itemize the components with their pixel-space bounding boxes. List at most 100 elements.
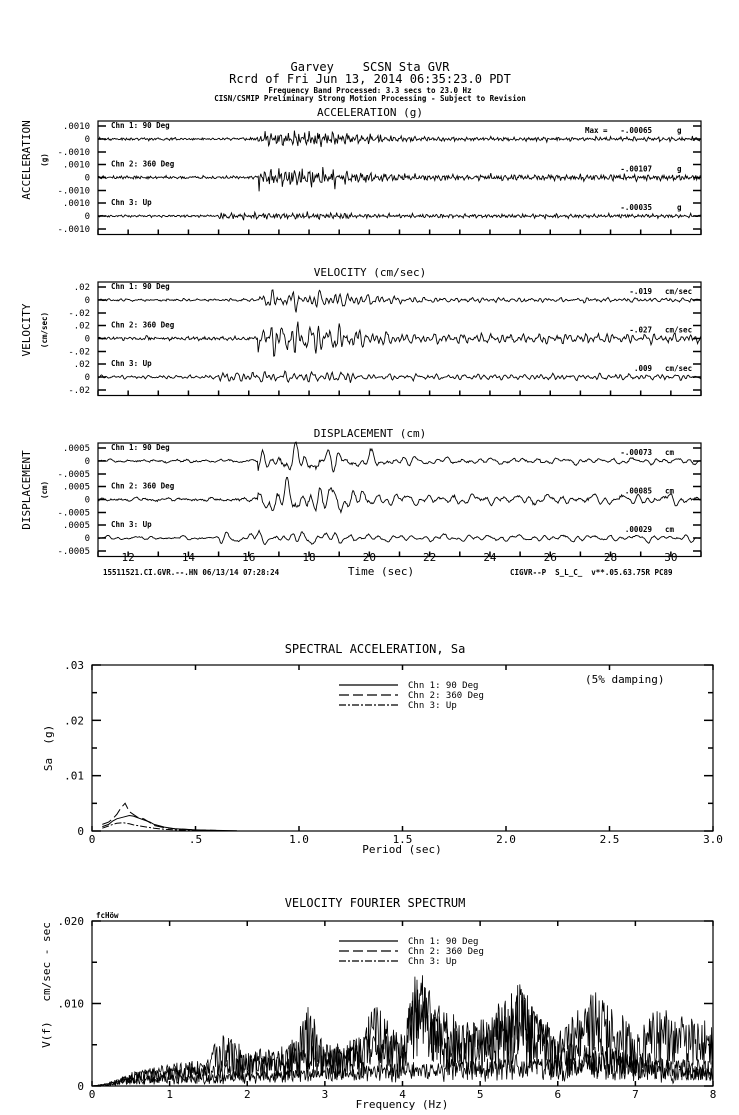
station-line: Garvey SCSN Sta GVR — [291, 60, 451, 74]
peak-value-label: -.00107 — [620, 165, 652, 174]
time-tick-label: 28 — [604, 551, 617, 564]
vfs-y-label: V(f) cm/sec - sec — [40, 922, 53, 1048]
x-tick-label: 3.0 — [703, 833, 723, 846]
y-tick-label: .02 — [74, 360, 90, 370]
y-tick-label: 0 — [85, 457, 90, 467]
channel-label: Chn 3: Up — [111, 198, 152, 207]
spectrum-curve-chn2 — [102, 802, 217, 831]
y-tick-label: .020 — [58, 915, 85, 928]
time-tick-label: 20 — [363, 551, 376, 564]
x-tick-label: 0 — [89, 833, 96, 846]
y-tick-label: 0 — [85, 212, 90, 222]
x-tick-label: 1 — [166, 1088, 173, 1101]
y-tick-label: -.0005 — [57, 470, 90, 480]
peak-value-label: -.00035 — [620, 203, 652, 212]
displacement-panel-title: DISPLACEMENT (cm) — [314, 427, 427, 440]
disclaimer-line: CISN/CSMIP Preliminary Strong Motion Pro… — [214, 94, 526, 103]
sa-damping-note: (5% damping) — [585, 673, 664, 686]
channel-label: Chn 1: 90 Deg — [111, 121, 170, 130]
legend-label: Chn 1: 90 Deg — [408, 681, 478, 691]
time-axis-label: Time (sec) — [348, 565, 414, 578]
y-tick-label: -.0010 — [57, 187, 90, 197]
sa-title: SPECTRAL ACCELERATION, Sa — [285, 642, 466, 656]
displacement-trace-chn1 — [97, 441, 702, 473]
x-tick-label: 6 — [554, 1088, 561, 1101]
acceleration-panel-title: ACCELERATION (g) — [317, 106, 423, 119]
vfs-corner-label: fcHöw — [96, 911, 119, 920]
y-axis-label: DISPLACEMENT — [20, 450, 33, 530]
legend-label: Chn 3: Up — [408, 701, 457, 711]
legend-label: Chn 1: 90 Deg — [408, 937, 478, 947]
y-tick-label: .02 — [74, 283, 90, 293]
y-tick-label: .0005 — [63, 483, 90, 493]
displacement-trace-chn3 — [97, 529, 701, 546]
spectrum-curve-chn3 — [102, 822, 196, 831]
peak-unit-label: cm/sec — [665, 287, 692, 296]
x-tick-label: 8 — [710, 1088, 717, 1101]
y-tick-label: -.0010 — [57, 225, 90, 235]
peak-unit-label: cm/sec — [665, 364, 692, 373]
y-tick-label: .03 — [64, 659, 84, 672]
channel-label: Chn 2: 360 Deg — [111, 482, 175, 491]
velocity-trace-chn3 — [97, 370, 702, 384]
peak-unit-label: cm — [665, 448, 675, 457]
channel-label: Chn 3: Up — [111, 359, 152, 368]
time-tick-label: 22 — [423, 551, 436, 564]
max-prefix: Max = — [585, 126, 608, 135]
peak-value-label: .009 — [634, 364, 653, 373]
y-tick-label: -.02 — [68, 348, 90, 358]
y-tick-label: .0010 — [63, 161, 90, 171]
velocity-trace-chn2 — [97, 321, 702, 357]
x-tick-label: 2 — [244, 1088, 251, 1101]
time-tick-label: 26 — [544, 551, 557, 564]
channel-label: Chn 1: 90 Deg — [111, 282, 170, 291]
channel-label: Chn 2: 360 Deg — [111, 321, 175, 330]
footer-right: CIGVR--P S_L_C_ v**.05.63.75R PC89 — [510, 568, 673, 577]
y-tick-label: 0 — [85, 296, 90, 306]
x-tick-label: 5 — [477, 1088, 484, 1101]
y-tick-label: .0005 — [63, 444, 90, 454]
peak-value-label: -.027 — [629, 326, 652, 335]
band-line: Frequency Band Processed: 3.3 secs to 23… — [268, 86, 471, 95]
x-tick-label: 7 — [632, 1088, 639, 1101]
legend-label: Chn 2: 360 Deg — [408, 947, 484, 957]
x-tick-label: 4 — [399, 1088, 406, 1101]
vfs-title: VELOCITY FOURIER SPECTRUM — [285, 896, 466, 910]
peak-value-label: .00029 — [625, 525, 653, 534]
peak-unit-label: g — [677, 126, 682, 135]
peak-value-label: .00085 — [625, 487, 652, 496]
plot-frame — [91, 664, 714, 832]
y-tick-label: -.02 — [68, 386, 90, 396]
y-axis-label: ACCELERATION — [20, 120, 33, 199]
vfs-x-label: Frequency (Hz) — [356, 1098, 449, 1111]
y-tick-label: 0 — [85, 135, 90, 145]
y-tick-label: .02 — [74, 322, 90, 332]
time-tick-label: 14 — [182, 551, 196, 564]
y-tick-label: 0 — [85, 174, 90, 184]
y-tick-label: 0 — [85, 335, 90, 345]
acceleration-trace-chn3 — [97, 210, 702, 221]
y-axis-label: VELOCITY — [20, 303, 33, 356]
legend-label: Chn 2: 360 Deg — [408, 691, 484, 701]
channel-label: Chn 2: 360 Deg — [111, 160, 175, 169]
peak-value-label: -.00065 — [620, 126, 652, 135]
time-tick-label: 30 — [664, 551, 677, 564]
y-axis-unit: (cm) — [40, 481, 49, 499]
y-tick-label: -.02 — [68, 309, 90, 319]
y-tick-label: .0010 — [63, 199, 90, 209]
x-tick-label: 2.0 — [496, 833, 516, 846]
footer-left: 15511521.CI.GVR.--.HN 06/13/14 07:28:24 — [103, 568, 280, 577]
record-line: Rcrd of Fri Jun 13, 2014 06:35:23.0 PDT — [229, 72, 511, 86]
time-tick-label: 18 — [302, 551, 315, 564]
y-tick-label: 0 — [85, 534, 90, 544]
channel-label: Chn 3: Up — [111, 520, 152, 529]
y-tick-label: 0 — [85, 373, 90, 383]
peak-unit-label: g — [677, 203, 682, 212]
y-axis-unit: (cm/sec) — [40, 312, 49, 348]
x-tick-label: .5 — [189, 833, 202, 846]
y-tick-label: 0 — [77, 1080, 84, 1093]
channel-label: Chn 1: 90 Deg — [111, 443, 170, 452]
acceleration-trace-chn1 — [97, 130, 702, 148]
